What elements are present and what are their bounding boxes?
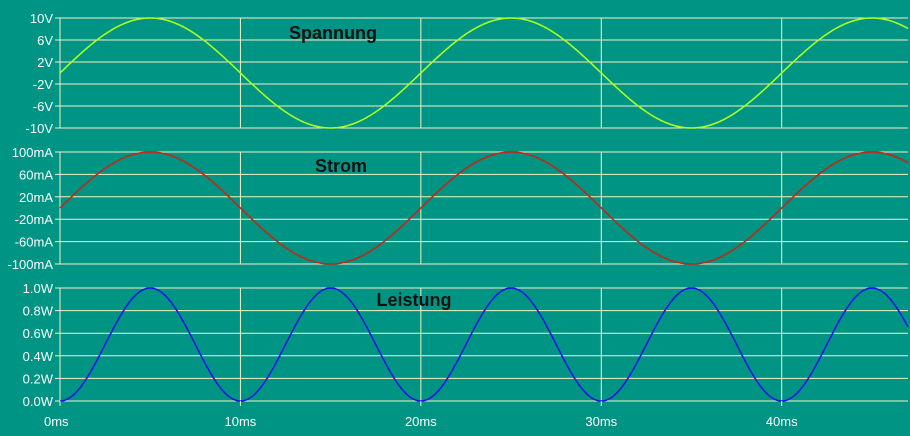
x-tick-label: 30ms — [585, 414, 617, 429]
y-tick-label: 6V — [37, 33, 53, 48]
panel-leistung: 1.0W 0.8W 0.6W 0.4W 0.2W 0.0W Leistung 0ms 10ms 2… — [23, 281, 909, 429]
y-tick-label: 0.0W — [23, 394, 54, 409]
panel-title-spannung: Spannung — [289, 23, 377, 43]
y-tick-label: -60mA — [15, 235, 54, 250]
y-tick-label: -6V — [33, 99, 54, 114]
y-tick-label: 0.4W — [23, 349, 54, 364]
panel-title-strom: Strom — [315, 156, 367, 176]
y-tick-label: 0.8W — [23, 304, 54, 319]
y-tick-label: -100mA — [7, 257, 53, 272]
y-tick-label: 1.0W — [23, 281, 54, 296]
panel-title-leistung: Leistung — [377, 290, 452, 310]
y-tick-label: 0.2W — [23, 371, 54, 386]
y-tick-label: 100mA — [12, 145, 54, 160]
y-tick-label: 2V — [37, 55, 53, 70]
x-tick-label: 40ms — [766, 414, 798, 429]
y-tick-label: 20mA — [19, 190, 53, 205]
x-tick-label: 20ms — [405, 414, 437, 429]
y-tick-label: 60mA — [19, 167, 53, 182]
x-tick-label: 10ms — [225, 414, 257, 429]
panel-spannung: 10V 6V 2V -2V -6V -10V Spannung — [26, 11, 909, 136]
series-line-leistung — [59, 287, 909, 402]
x-tick-label: 0ms — [44, 414, 69, 429]
y-tick-label: -20mA — [15, 212, 54, 227]
panel-strom: 100mA 60mA 20mA -20mA -60mA -100mA Strom — [7, 145, 909, 272]
y-tick-label: 10V — [30, 11, 53, 26]
series-line-strom — [59, 151, 909, 265]
series-line-spannung — [59, 17, 909, 129]
y-tick-label: -2V — [33, 77, 54, 92]
y-tick-label: -10V — [26, 121, 54, 136]
y-tick-label: 0.6W — [23, 326, 54, 341]
